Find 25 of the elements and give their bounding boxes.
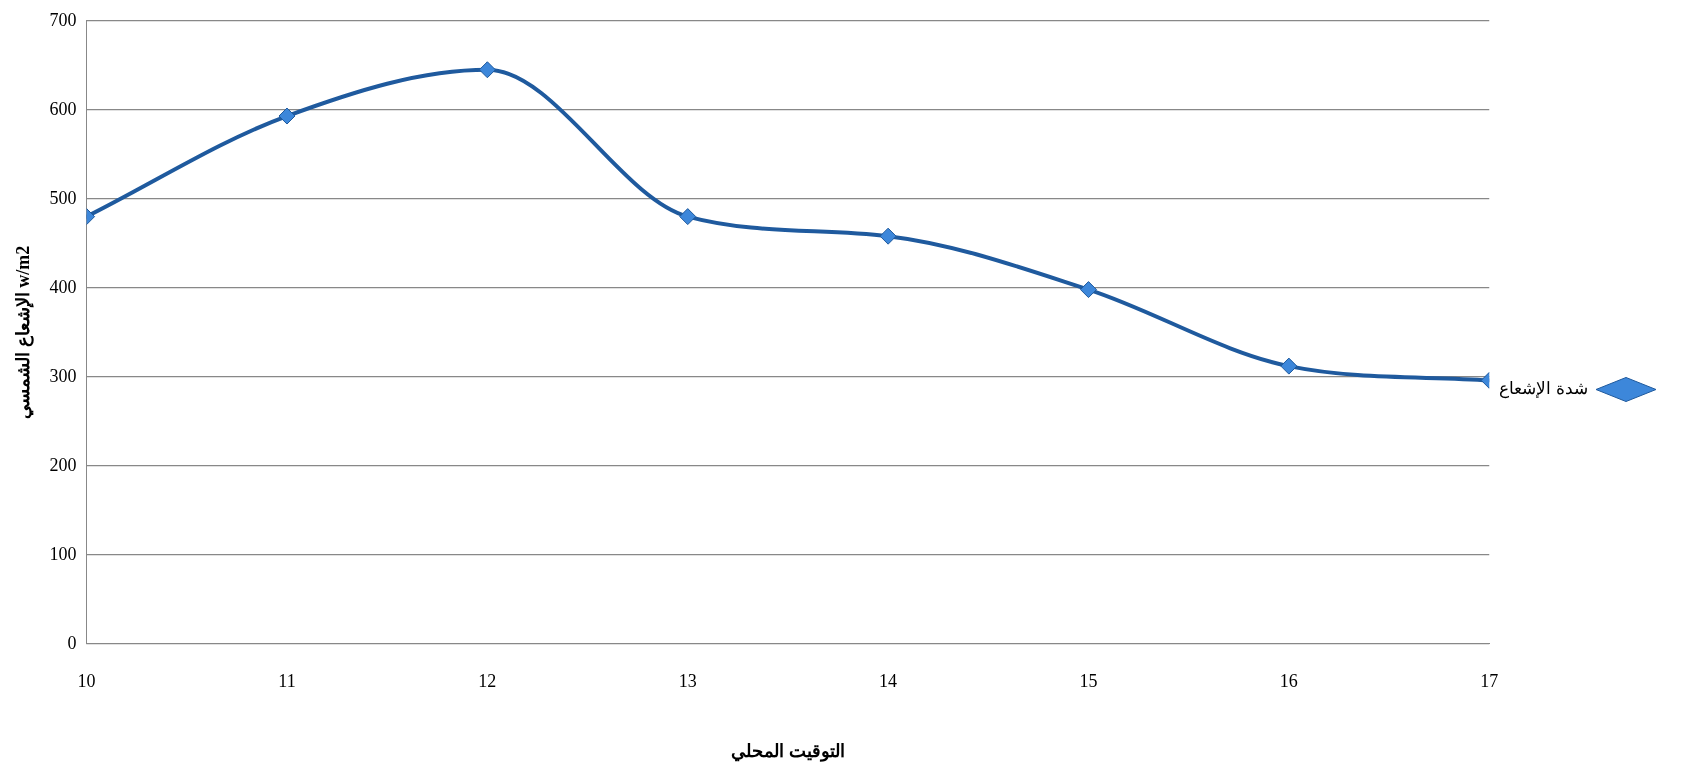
y-tick-label: 100 [49, 543, 77, 564]
point [879, 227, 897, 245]
point [679, 208, 697, 226]
x-tick-label: 13 [678, 671, 697, 692]
y-tick-label: 700 [49, 9, 77, 30]
y-tick-label: 600 [49, 98, 77, 119]
y-tick-label: 400 [49, 276, 77, 297]
x-tick-label: 15 [1079, 671, 1098, 692]
x-tick-label: 14 [879, 671, 898, 692]
x-axis-title: التوقيت المحلي [731, 740, 845, 762]
y-tick-label: 200 [49, 454, 77, 475]
y-tick-label: 0 [67, 632, 77, 653]
y-axis-title: الإشعاع الشمسي w/m2 [13, 245, 35, 419]
point [1280, 357, 1298, 375]
legend-label: شدة الإشعاع [1499, 378, 1588, 399]
point [478, 61, 496, 79]
x-tick-label: 11 [278, 671, 296, 692]
x-tick-label: 10 [77, 671, 96, 692]
y-tick-label: 300 [49, 365, 77, 386]
point [278, 107, 296, 125]
point [1079, 281, 1097, 299]
x-tick-label: 16 [1279, 671, 1298, 692]
y-tick-label: 500 [49, 187, 77, 208]
x-tick-label: 17 [1480, 671, 1499, 692]
x-tick-label: 12 [478, 671, 497, 692]
